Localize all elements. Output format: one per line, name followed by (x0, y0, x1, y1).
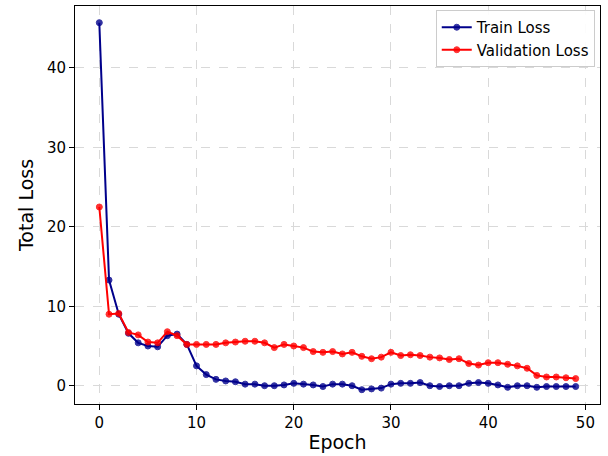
svg-text:30: 30 (47, 139, 66, 157)
svg-text:0: 0 (95, 414, 105, 432)
svg-text:0: 0 (56, 377, 66, 395)
svg-text:Train Loss: Train Loss (476, 19, 551, 37)
svg-text:20: 20 (47, 218, 66, 236)
svg-text:Total Loss: Total Loss (15, 159, 37, 252)
svg-text:Epoch: Epoch (308, 431, 366, 453)
svg-text:50: 50 (576, 414, 595, 432)
svg-text:30: 30 (381, 414, 400, 432)
svg-text:20: 20 (284, 414, 303, 432)
svg-text:40: 40 (479, 414, 498, 432)
svg-text:10: 10 (47, 298, 66, 316)
svg-text:10: 10 (187, 414, 206, 432)
svg-text:Validation Loss: Validation Loss (477, 42, 589, 60)
svg-text:40: 40 (47, 59, 66, 77)
